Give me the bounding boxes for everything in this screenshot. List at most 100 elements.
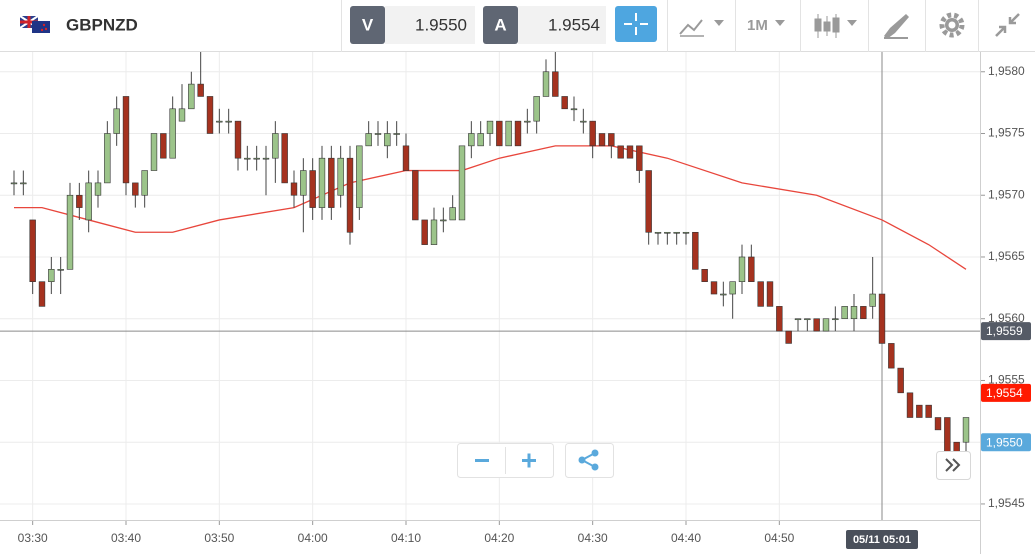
candle-body	[841, 306, 848, 320]
zoom-in-button[interactable]	[522, 453, 536, 468]
candle-body	[150, 133, 158, 171]
timeframe-caret	[775, 20, 785, 26]
candle-body	[850, 306, 858, 320]
candle-body	[216, 120, 223, 123]
ask-box	[518, 6, 606, 44]
toolbar: GBPNZD V 1.9550 A 1.9554 1M	[0, 0, 1035, 52]
candle-body	[374, 133, 382, 135]
zoom-controls	[457, 443, 614, 478]
ask-label: A	[494, 15, 506, 34]
candle-body	[253, 157, 260, 160]
collapse-button[interactable]	[995, 13, 1020, 37]
candle-body	[66, 194, 74, 270]
crosshair-button[interactable]	[615, 6, 657, 42]
settings-button[interactable]	[939, 12, 965, 38]
x-tick-label: 04:10	[391, 531, 421, 545]
y-tick-label: 1,9580	[988, 64, 1025, 78]
candle-body	[300, 170, 307, 196]
candle-body	[421, 219, 428, 245]
candle-body	[412, 170, 419, 221]
candle-body	[94, 182, 102, 196]
crosshair-price-label: 1,9559	[986, 324, 1023, 338]
candle-body	[356, 145, 363, 208]
candle-body	[244, 157, 251, 160]
candle-body	[916, 404, 923, 418]
timeframe[interactable]: 1M	[747, 17, 768, 34]
candle-body	[430, 219, 438, 245]
candle-body	[440, 219, 447, 222]
bid-badge[interactable]	[350, 6, 385, 44]
candle-body	[897, 367, 904, 394]
candle-body	[290, 182, 298, 196]
candle-body	[468, 133, 475, 147]
candle-body	[393, 133, 400, 135]
candle-body	[636, 145, 643, 171]
candle-body	[580, 120, 587, 123]
candle-body	[402, 145, 410, 171]
candle-body	[57, 269, 64, 271]
candle-body	[262, 157, 270, 160]
draw-tool-button[interactable]	[884, 14, 909, 39]
candle-body	[757, 281, 764, 307]
price-marker	[981, 433, 1031, 452]
x-tick-label: 04:20	[484, 531, 514, 545]
candle-body	[701, 269, 708, 282]
candle-body	[48, 269, 55, 282]
x-tick-label: 03:50	[204, 531, 234, 545]
candle-body	[804, 318, 811, 321]
candle-body	[346, 157, 354, 233]
candle-body	[188, 83, 195, 110]
candle-body	[281, 133, 288, 184]
candle-body	[654, 231, 662, 234]
candle-type-button[interactable]	[814, 14, 857, 38]
candle-body	[524, 120, 531, 123]
ask-badge[interactable]	[483, 6, 518, 44]
candle-body	[496, 120, 503, 147]
candle-body	[10, 182, 18, 185]
flag-icon	[19, 15, 50, 33]
candle-body	[141, 170, 148, 196]
candle-body	[944, 417, 951, 455]
candle-body	[337, 157, 344, 196]
share-button[interactable]	[565, 443, 614, 478]
candle-body	[178, 108, 186, 122]
candle-body	[486, 120, 494, 134]
candle-body	[505, 120, 512, 147]
candle-body	[477, 133, 484, 147]
symbol: GBPNZD	[66, 15, 138, 34]
candle-body	[794, 318, 802, 321]
candle-body	[514, 120, 522, 147]
candle-body	[729, 281, 736, 295]
candle-body	[822, 318, 830, 332]
candle-body	[626, 145, 634, 159]
candle-body	[766, 281, 774, 307]
price-marker-label: 1,9550	[986, 435, 1023, 449]
candle-body	[682, 231, 690, 234]
candle-body	[934, 417, 942, 431]
candle-body	[776, 306, 783, 332]
candle-body	[664, 231, 671, 234]
candle-body	[860, 306, 867, 320]
candle-body	[962, 417, 970, 443]
scroll-latest-button[interactable]	[936, 451, 971, 480]
candle-body	[673, 231, 680, 234]
candle-body	[225, 120, 232, 123]
candle-body	[832, 318, 839, 321]
candle-body	[384, 133, 391, 147]
candle-body	[132, 182, 139, 196]
x-tick-label: 04:40	[671, 531, 701, 545]
candle-body	[720, 293, 727, 296]
candle-body	[748, 256, 755, 282]
candle-body	[869, 293, 876, 307]
x-tick-label: 04:30	[578, 531, 608, 545]
candle-body	[645, 170, 652, 233]
bid-label: V	[362, 15, 374, 34]
candle-body	[617, 145, 624, 159]
candle-body	[38, 281, 46, 307]
chart-type-button[interactable]	[679, 19, 724, 37]
price-marker-label: 1,9554	[986, 386, 1023, 400]
candle-body	[29, 219, 36, 282]
candle-body	[76, 194, 83, 208]
candle-body	[925, 404, 932, 418]
y-tick-label: 1,9555	[988, 373, 1025, 387]
